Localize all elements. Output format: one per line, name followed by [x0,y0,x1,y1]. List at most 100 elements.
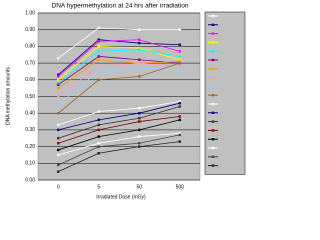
point [57,78,60,81]
legend-swatch-marker [211,14,215,18]
y-tick-label: 0.90 [25,27,35,33]
series-line [57,39,180,76]
point [138,75,141,78]
point [138,142,141,145]
x-tick-label: 0 [57,184,60,190]
point [57,73,60,76]
point [97,70,100,73]
series-line [58,56,180,86]
series-line [58,102,180,131]
point [57,123,60,127]
series-line [58,119,180,151]
chart-title: DNA hypermethylation at 24 hrs after irr… [52,3,189,10]
series-line [58,62,180,97]
x-tick-label: 50 [136,184,142,190]
point [97,55,100,58]
point [138,145,141,148]
point [178,140,181,143]
legend-swatch-marker [211,85,215,88]
point [138,117,141,120]
point [178,115,181,118]
y-tick-label: 0.00 [25,177,35,183]
legend-swatch-marker [211,102,215,106]
point [97,45,100,48]
y-tick-label: 1.00 [25,10,35,16]
y-tick-label: 0.20 [25,144,35,150]
point [178,133,181,137]
series-line [57,39,180,77]
series-line [58,134,180,166]
y-tick-label: 0.70 [25,60,35,66]
point [97,152,100,155]
legend-swatch-marker [211,94,215,97]
point [178,28,181,31]
point [178,55,181,58]
point [138,48,141,51]
series-line [58,106,180,139]
point [97,123,100,127]
y-tick-label: 0.10 [25,161,35,167]
point [97,128,100,132]
series-line [58,141,180,173]
point [138,106,141,110]
legend-swatch-marker [211,129,215,132]
point [178,50,181,53]
point [57,86,60,90]
x-tick-label: 500 [176,184,185,190]
series-line [57,67,180,106]
legend-swatch-marker [211,146,215,150]
legend-swatch-marker [211,138,215,141]
point [178,65,181,68]
series-line [58,49,180,84]
series-line [58,116,180,144]
point [178,60,181,63]
legend-swatch-marker [211,164,215,167]
series-line [58,27,180,59]
point [57,163,60,167]
point [138,66,141,70]
point [138,120,141,123]
y-tick-label: 0.60 [25,77,35,83]
point [138,112,141,115]
point [57,142,60,145]
chart: DNA hypermethylation at 24 hrs after irr… [5,3,246,200]
point [57,75,60,78]
legend-swatch-marker [211,111,215,114]
series-line [58,132,180,156]
legend-swatch-marker [211,120,215,123]
point [97,118,100,122]
point [138,41,141,45]
point [57,103,60,107]
point [57,56,60,60]
point [97,38,100,41]
point [178,100,181,103]
point [97,78,100,81]
point [97,145,100,148]
point [57,81,60,85]
point [178,58,181,61]
point [97,26,100,30]
y-tick-label: 0.50 [25,94,35,100]
legend-swatch-marker [211,32,215,35]
x-axis-label: Irradiated Dose (mGy) [96,194,146,200]
point [57,148,60,152]
point [57,95,60,98]
y-tick-label: 0.80 [25,44,35,50]
point [178,118,181,122]
point [138,28,141,31]
x-tick-label: 5 [97,184,100,190]
point [57,137,60,140]
point [97,65,100,68]
point [57,83,60,87]
point [57,153,60,157]
y-tick-label: 0.30 [25,127,35,133]
point [138,135,141,138]
point [178,61,181,65]
point [57,112,60,115]
point [97,110,100,113]
legend-swatch-marker [211,50,215,53]
point [178,105,181,108]
y-axis-label: DNA methylation amounts [5,67,11,125]
point [97,142,100,145]
point [57,128,60,132]
